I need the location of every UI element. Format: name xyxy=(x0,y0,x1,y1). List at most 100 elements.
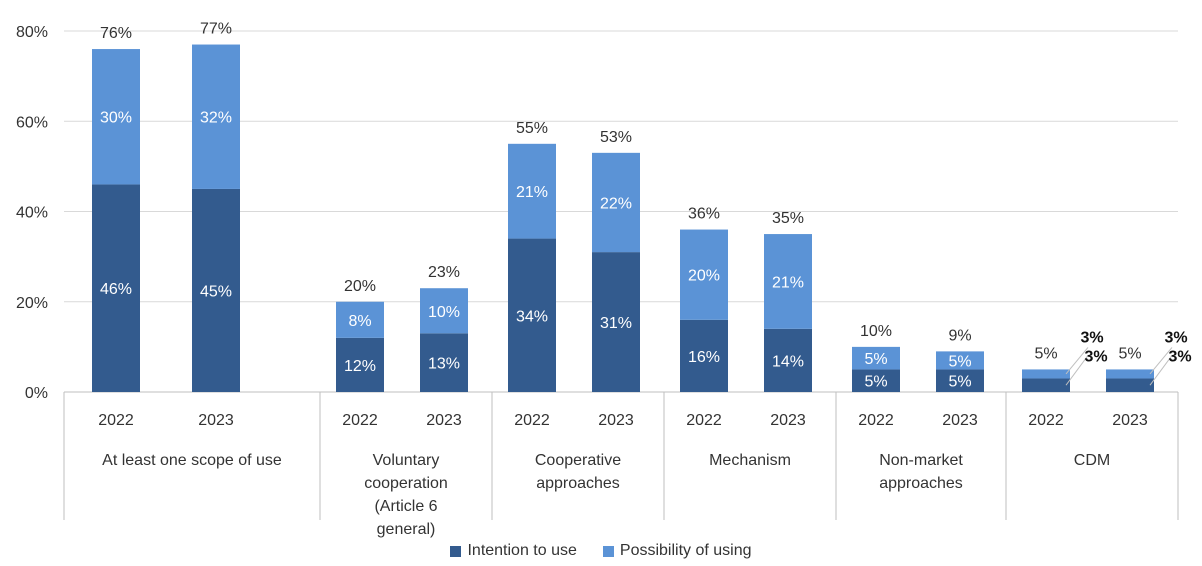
data-label-total: 9% xyxy=(948,327,971,344)
legend: Intention to use Possibility of using xyxy=(0,542,1202,560)
bar-segment-possibility xyxy=(764,234,812,329)
category-label: Mechanism xyxy=(709,452,791,469)
data-label-total: 20% xyxy=(344,278,376,295)
bar-segment-possibility xyxy=(936,351,984,370)
category-label: Non-market xyxy=(879,452,963,469)
bar-segment-intention xyxy=(592,252,640,392)
legend-swatch-intention xyxy=(450,545,462,557)
data-label-total: 35% xyxy=(772,210,804,227)
bar-segment-intention xyxy=(420,333,468,392)
data-label-total: 5% xyxy=(1118,345,1141,362)
leader-line xyxy=(1065,355,1089,386)
y-tick-label: 60% xyxy=(16,114,48,131)
data-label-intention: 34% xyxy=(516,308,548,325)
data-label-possibility: 21% xyxy=(516,184,548,201)
bar-segment-possibility xyxy=(1106,369,1154,379)
data-label-intention: 13% xyxy=(428,356,460,373)
bar-segment-possibility xyxy=(592,152,640,253)
bar-segment-intention xyxy=(192,188,240,392)
data-label-intention: 46% xyxy=(100,281,132,298)
data-label-possibility: 32% xyxy=(200,110,232,127)
data-label-intention: 14% xyxy=(772,353,804,370)
bar-segment-possibility xyxy=(852,346,900,370)
x-tick-label-year: 2023 xyxy=(1112,412,1148,429)
bar-segment-possibility xyxy=(680,229,728,320)
y-tick-label: 80% xyxy=(16,24,48,41)
bar-segment-intention xyxy=(680,319,728,392)
x-tick-label-year: 2022 xyxy=(1028,412,1064,429)
data-label-possibility: 5% xyxy=(864,351,887,368)
y-tick-label: 40% xyxy=(16,205,48,222)
leader-line xyxy=(1065,347,1089,375)
category-label: cooperation xyxy=(364,475,448,492)
data-label-possibility: 8% xyxy=(348,313,371,330)
leader-line xyxy=(1149,355,1173,386)
x-tick-label-year: 2023 xyxy=(598,412,634,429)
leader-line xyxy=(1149,347,1173,375)
category-label: At least one scope of use xyxy=(102,452,282,469)
legend-label-intention: Intention to use xyxy=(467,542,577,559)
category-label: approaches xyxy=(879,475,963,492)
bar-segment-intention xyxy=(1022,378,1070,392)
bar-segment-intention xyxy=(852,369,900,392)
data-label-possibility: 5% xyxy=(948,353,971,370)
data-label-total: 53% xyxy=(600,129,632,146)
data-label-total: 77% xyxy=(200,21,232,38)
bar-segment-intention xyxy=(764,328,812,392)
category-label: approaches xyxy=(536,475,620,492)
legend-swatch-possibility xyxy=(602,545,614,557)
category-label: Cooperative xyxy=(535,452,621,469)
x-tick-label-year: 2023 xyxy=(198,412,234,429)
x-tick-label-year: 2022 xyxy=(514,412,550,429)
data-label-possibility: 22% xyxy=(600,195,632,212)
data-label-total: 5% xyxy=(1034,345,1057,362)
data-label-total: 55% xyxy=(516,120,548,137)
data-label-possibility: 21% xyxy=(772,274,804,291)
data-label-intention: 16% xyxy=(688,349,720,366)
bar-segment-intention xyxy=(936,369,984,392)
bar-segment-intention xyxy=(92,184,140,392)
data-label-intention: 5% xyxy=(864,374,887,391)
bar-segment-intention xyxy=(1106,378,1154,392)
data-label-total: 23% xyxy=(428,264,460,281)
legend-label-possibility: Possibility of using xyxy=(619,542,752,559)
category-label: Voluntary xyxy=(373,452,440,469)
bar-segment-possibility xyxy=(508,143,556,239)
category-label: CDM xyxy=(1074,452,1110,469)
data-label-intention: 31% xyxy=(600,315,632,332)
x-tick-label-year: 2023 xyxy=(770,412,806,429)
x-tick-label-year: 2023 xyxy=(426,412,462,429)
bar-segment-intention xyxy=(336,337,384,392)
y-tick-label: 0% xyxy=(25,385,48,402)
data-label-intention: 12% xyxy=(344,358,376,375)
data-label-possibility: 3% xyxy=(1164,329,1187,346)
bar-segment-possibility xyxy=(1022,369,1070,379)
category-label: general) xyxy=(377,521,436,538)
data-label-possibility: 10% xyxy=(428,304,460,321)
bar-segment-possibility xyxy=(336,301,384,338)
data-label-possibility: 20% xyxy=(688,268,720,285)
legend-item-intention: Intention to use xyxy=(450,542,577,560)
data-label-possibility: 30% xyxy=(100,110,132,127)
y-tick-label: 20% xyxy=(16,295,48,312)
bar-segment-possibility xyxy=(420,288,468,334)
x-tick-label-year: 2022 xyxy=(98,412,134,429)
stacked-bar-chart: 0% 20% 40% 60% 80% 46% 30% 76% 2022 45% 32% 77% 2023… xyxy=(16,21,1192,538)
data-label-intention: 45% xyxy=(200,283,232,300)
data-label-total: 36% xyxy=(688,206,720,223)
x-tick-label-year: 2023 xyxy=(942,412,978,429)
data-label-intention: 3% xyxy=(1084,348,1107,365)
data-label-total: 76% xyxy=(100,25,132,42)
x-tick-label-year: 2022 xyxy=(686,412,722,429)
data-label-total: 10% xyxy=(860,323,892,340)
legend-item-possibility: Possibility of using xyxy=(602,542,752,560)
x-tick-label-year: 2022 xyxy=(342,412,378,429)
bar-segment-possibility xyxy=(192,44,240,189)
bar-segment-possibility xyxy=(92,49,140,185)
x-tick-label-year: 2022 xyxy=(858,412,894,429)
bar-segment-intention xyxy=(508,238,556,392)
data-label-possibility: 3% xyxy=(1080,329,1103,346)
category-label: (Article 6 xyxy=(374,498,437,515)
data-label-intention: 3% xyxy=(1168,348,1191,365)
